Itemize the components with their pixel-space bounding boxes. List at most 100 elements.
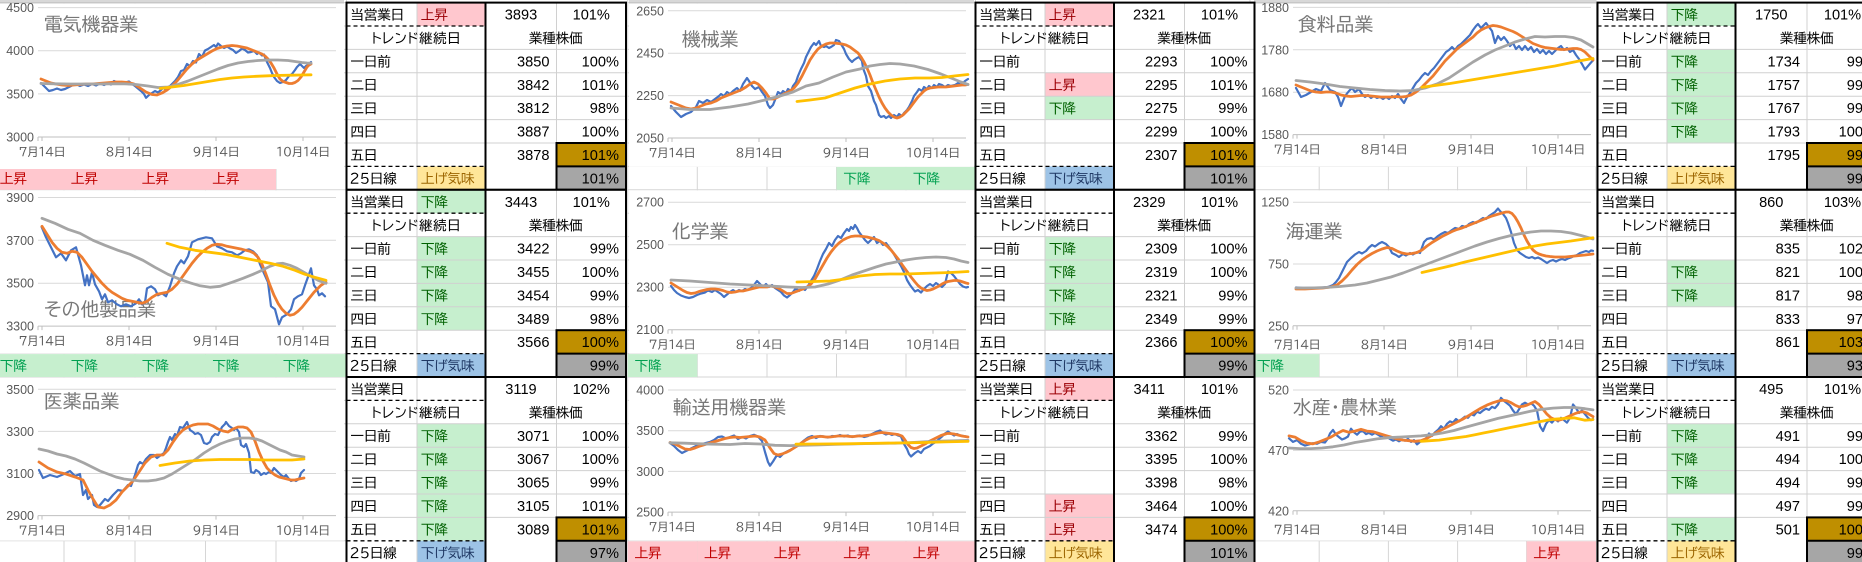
- svg-text:102%: 102%: [573, 382, 610, 398]
- svg-text:100%: 100%: [1210, 265, 1247, 281]
- svg-text:821: 821: [1776, 265, 1800, 281]
- svg-text:861: 861: [1776, 335, 1800, 351]
- svg-text:99%: 99%: [1218, 288, 1247, 304]
- svg-text:99%: 99%: [1847, 101, 1862, 117]
- svg-text:2307: 2307: [1145, 148, 1177, 164]
- svg-text:3411: 3411: [1134, 382, 1165, 398]
- svg-text:2050: 2050: [636, 132, 664, 146]
- svg-text:3067: 3067: [517, 452, 549, 468]
- svg-text:99%: 99%: [590, 359, 619, 375]
- svg-text:2650: 2650: [636, 4, 664, 18]
- svg-text:835: 835: [1776, 242, 1800, 258]
- svg-text:3300: 3300: [6, 425, 34, 439]
- svg-text:495: 495: [1759, 382, 1783, 398]
- svg-text:250: 250: [1268, 319, 1289, 333]
- svg-text:3300: 3300: [6, 320, 34, 334]
- svg-text:103%: 103%: [1824, 195, 1861, 211]
- svg-text:2295: 2295: [1145, 78, 1177, 94]
- svg-text:100%: 100%: [582, 452, 619, 468]
- svg-text:3464: 3464: [1145, 499, 1177, 515]
- svg-text:2329: 2329: [1133, 195, 1165, 211]
- svg-text:3474: 3474: [1145, 522, 1177, 538]
- svg-text:3100: 3100: [6, 467, 34, 481]
- svg-text:3454: 3454: [517, 288, 549, 304]
- svg-text:100%: 100%: [1210, 335, 1247, 351]
- svg-text:2293: 2293: [1145, 54, 1177, 70]
- svg-text:101%: 101%: [1210, 546, 1247, 562]
- svg-text:3893: 3893: [505, 8, 537, 24]
- svg-text:2300: 2300: [636, 281, 664, 295]
- svg-text:2275: 2275: [1145, 101, 1177, 117]
- svg-text:2319: 2319: [1145, 265, 1177, 281]
- svg-text:98%: 98%: [1847, 288, 1862, 304]
- svg-text:103%: 103%: [1839, 335, 1862, 351]
- svg-text:3071: 3071: [517, 429, 549, 445]
- svg-text:101%: 101%: [582, 78, 619, 94]
- svg-text:3065: 3065: [517, 476, 549, 492]
- svg-text:501: 501: [1776, 522, 1800, 538]
- svg-text:4000: 4000: [636, 384, 664, 398]
- svg-text:3422: 3422: [517, 242, 549, 258]
- svg-text:99%: 99%: [590, 476, 619, 492]
- svg-text:98%: 98%: [590, 312, 619, 328]
- svg-text:99%: 99%: [1847, 54, 1862, 70]
- svg-text:100%: 100%: [1839, 265, 1862, 281]
- svg-text:102%: 102%: [1839, 242, 1862, 258]
- svg-text:1750: 1750: [1755, 8, 1787, 24]
- svg-text:100%: 100%: [582, 429, 619, 445]
- svg-text:100%: 100%: [1210, 54, 1247, 70]
- svg-text:3000: 3000: [636, 465, 664, 479]
- svg-text:4500: 4500: [6, 1, 34, 15]
- svg-text:100%: 100%: [1210, 242, 1247, 258]
- svg-text:99%: 99%: [1847, 148, 1862, 164]
- svg-text:520: 520: [1268, 384, 1289, 398]
- svg-text:470: 470: [1268, 444, 1289, 458]
- svg-text:100%: 100%: [582, 125, 619, 141]
- svg-text:3089: 3089: [517, 522, 549, 538]
- svg-text:101%: 101%: [1824, 382, 1861, 398]
- svg-text:100%: 100%: [1210, 125, 1247, 141]
- svg-text:101%: 101%: [582, 148, 619, 164]
- svg-text:97%: 97%: [590, 546, 619, 562]
- svg-text:2500: 2500: [636, 506, 664, 520]
- svg-text:3900: 3900: [6, 191, 34, 205]
- svg-text:750: 750: [1268, 258, 1289, 272]
- svg-text:4000: 4000: [6, 44, 34, 58]
- svg-text:100%: 100%: [1210, 499, 1247, 515]
- svg-text:2900: 2900: [6, 509, 34, 523]
- svg-text:1250: 1250: [1261, 196, 1289, 210]
- svg-text:101%: 101%: [1210, 148, 1247, 164]
- svg-text:1795: 1795: [1768, 148, 1800, 164]
- svg-text:101%: 101%: [582, 171, 619, 187]
- svg-text:3850: 3850: [517, 54, 549, 70]
- svg-text:101%: 101%: [1201, 195, 1238, 211]
- svg-text:2250: 2250: [636, 89, 664, 103]
- svg-text:817: 817: [1776, 288, 1800, 304]
- svg-text:2100: 2100: [636, 323, 664, 337]
- svg-text:100%: 100%: [582, 54, 619, 70]
- svg-text:1757: 1757: [1768, 78, 1800, 94]
- svg-text:101%: 101%: [582, 522, 619, 538]
- svg-text:99%: 99%: [1847, 429, 1862, 445]
- svg-text:3119: 3119: [505, 382, 536, 398]
- svg-text:100%: 100%: [1210, 452, 1247, 468]
- svg-text:99%: 99%: [590, 288, 619, 304]
- svg-text:99%: 99%: [590, 242, 619, 258]
- svg-text:93%: 93%: [1847, 359, 1862, 375]
- svg-text:101%: 101%: [573, 195, 610, 211]
- svg-text:99%: 99%: [1847, 171, 1862, 187]
- svg-text:100%: 100%: [1839, 522, 1862, 538]
- svg-text:1734: 1734: [1768, 54, 1800, 70]
- svg-text:97%: 97%: [1847, 312, 1862, 328]
- svg-text:2500: 2500: [636, 238, 664, 252]
- svg-text:3395: 3395: [1145, 452, 1177, 468]
- svg-text:3500: 3500: [6, 277, 34, 291]
- svg-text:99%: 99%: [1847, 476, 1862, 492]
- svg-text:3455: 3455: [517, 265, 549, 281]
- svg-text:101%: 101%: [1201, 382, 1238, 398]
- svg-text:99%: 99%: [1218, 101, 1247, 117]
- svg-text:101%: 101%: [1824, 8, 1861, 24]
- svg-text:99%: 99%: [1218, 429, 1247, 445]
- svg-text:101%: 101%: [582, 499, 619, 515]
- svg-text:2349: 2349: [1145, 312, 1177, 328]
